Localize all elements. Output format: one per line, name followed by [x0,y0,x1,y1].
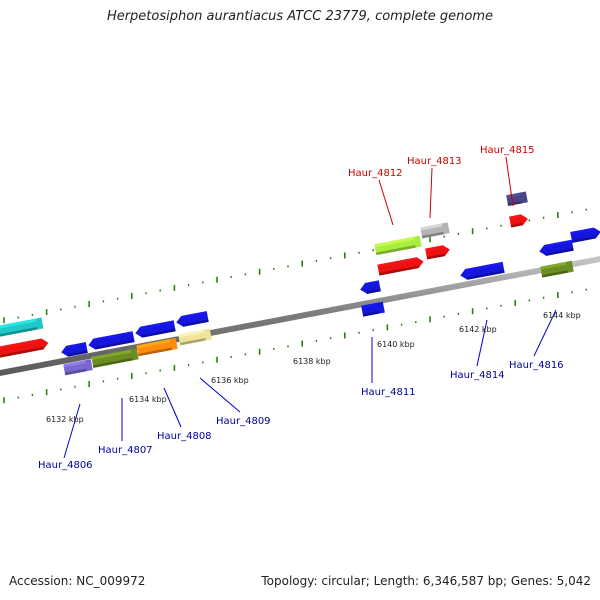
feature-block [136,338,178,357]
gene-leader-line [163,387,182,428]
gene-label: Haur_4808 [157,431,212,442]
genome-summary-text: Topology: circular; Length: 6,346,587 bp… [261,574,591,588]
tick-label: 6134 kbp [129,395,167,404]
feature-block [540,260,574,278]
map-title: Herpetosiphon aurantiacus ATCC 23779, co… [106,9,494,24]
gene-label: Haur_4809 [216,416,271,427]
feature-block [61,342,88,357]
feature-block [361,301,385,317]
feature-block [176,311,209,327]
tick-label: 6136 kbp [211,376,249,385]
gene-leader-line [533,309,557,357]
feature-block [360,280,381,294]
gene-leader-line [378,179,394,226]
feature-block [570,227,600,243]
gene-label: Haur_4811 [361,387,416,398]
gene-leader-line [63,403,81,459]
feature-block [460,261,505,280]
tick-label: 6140 kbp [377,340,415,349]
tick-label: 6144 kbp [543,311,581,320]
gene-leader-line [505,156,514,207]
gene-leader-line [476,319,488,367]
feature-block [509,214,528,228]
tick-label: 6138 kbp [293,357,331,366]
feature-tracks [0,191,600,376]
feature-block [506,191,528,207]
accession-text: Accession: NC_009972 [9,574,146,588]
gene-leader-line [199,377,241,413]
feature-block [63,359,93,376]
tick-label: 6132 kbp [46,415,84,424]
feature-block [91,348,139,368]
feature-block [377,257,424,276]
feature-block [539,239,574,256]
feature-block [135,320,176,338]
gene-label: Haur_4806 [38,460,93,471]
gene-label: Haur_4807 [98,445,153,456]
gene-labels: Haur_4806 Haur_4807 Haur_4808 Haur_4809 Haur… [38,145,564,471]
tick-label: 6142 kbp [459,325,497,334]
feature-block [420,222,450,239]
gene-leader-line [429,167,433,219]
feature-block [0,317,44,340]
tick-labels: 6132 kbp 6134 kbp 6136 kbp 6138 kbp 6140 kbp… [46,311,581,424]
feature-block [425,245,450,260]
feature-block [0,338,49,361]
gene-label: Haur_4814 [450,370,505,381]
label-leaders [63,156,557,459]
gene-label: Haur_4815 [480,145,535,156]
feature-block [374,235,422,256]
gene-label: Haur_4813 [407,156,462,167]
feature-block [178,328,212,346]
gene-label: Haur_4816 [509,360,564,371]
gene-label: Haur_4812 [348,168,403,179]
feature-block [88,331,135,350]
